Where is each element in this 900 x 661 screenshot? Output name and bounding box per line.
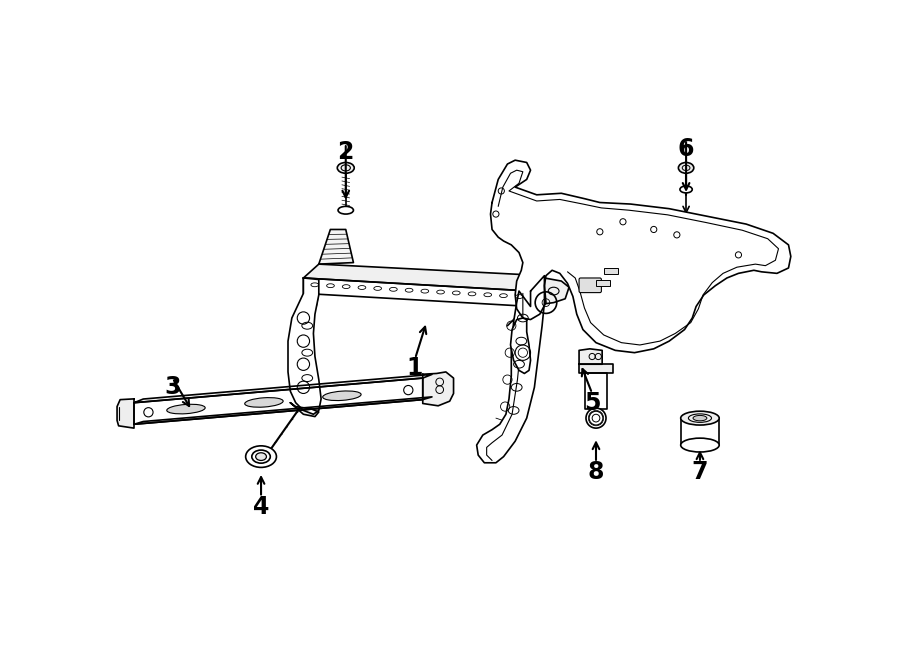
Ellipse shape — [246, 446, 276, 467]
Polygon shape — [134, 374, 432, 403]
Ellipse shape — [245, 398, 284, 407]
Text: 3: 3 — [164, 375, 181, 399]
Ellipse shape — [256, 453, 266, 461]
Polygon shape — [510, 318, 530, 373]
Ellipse shape — [693, 415, 706, 421]
Polygon shape — [117, 399, 134, 428]
Polygon shape — [291, 403, 319, 416]
Polygon shape — [579, 349, 602, 364]
Polygon shape — [303, 264, 544, 291]
Polygon shape — [491, 160, 791, 353]
Text: 1: 1 — [407, 356, 423, 380]
Bar — [604, 268, 617, 274]
Ellipse shape — [586, 408, 606, 428]
Polygon shape — [134, 378, 423, 424]
Polygon shape — [477, 276, 544, 463]
Polygon shape — [423, 372, 454, 406]
Polygon shape — [530, 278, 569, 307]
Polygon shape — [585, 373, 607, 409]
Polygon shape — [303, 278, 530, 307]
Polygon shape — [680, 418, 719, 445]
Polygon shape — [319, 229, 354, 264]
Ellipse shape — [338, 163, 355, 173]
Bar — [596, 280, 610, 286]
Polygon shape — [579, 364, 613, 373]
Text: 8: 8 — [588, 460, 604, 484]
Ellipse shape — [166, 405, 205, 414]
Text: 5: 5 — [584, 391, 600, 414]
Ellipse shape — [338, 206, 354, 214]
Ellipse shape — [323, 391, 361, 401]
Ellipse shape — [680, 438, 719, 452]
Ellipse shape — [679, 163, 694, 173]
Polygon shape — [288, 278, 321, 414]
FancyBboxPatch shape — [579, 278, 601, 293]
Ellipse shape — [680, 186, 692, 193]
Text: 2: 2 — [338, 141, 354, 165]
Text: 4: 4 — [253, 494, 269, 519]
Ellipse shape — [680, 411, 719, 425]
Text: 6: 6 — [678, 137, 694, 161]
Polygon shape — [134, 397, 432, 424]
Text: 7: 7 — [692, 460, 708, 484]
